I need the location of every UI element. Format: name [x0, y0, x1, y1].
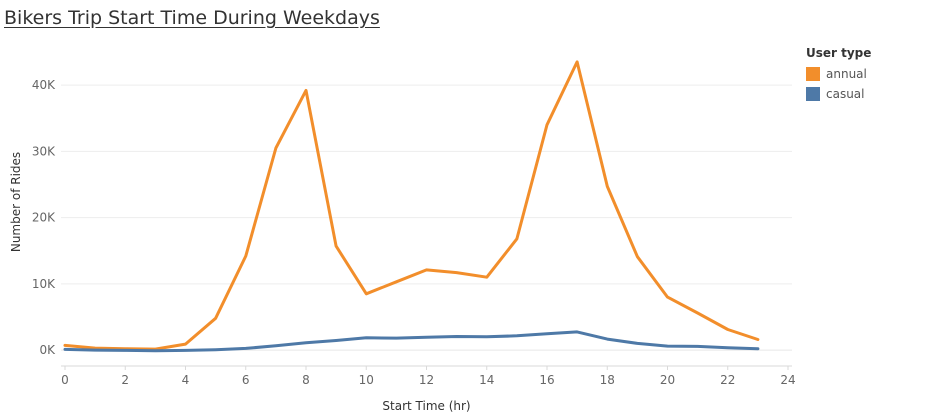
y-tick-label: 0K	[39, 343, 56, 357]
x-tick-label: 14	[479, 373, 494, 387]
series-line-annual	[63, 60, 760, 351]
y-tick-label: 30K	[32, 144, 56, 158]
x-tick-label: 8	[302, 373, 310, 387]
chart-title: Bikers Trip Start Time During Weekdays	[4, 7, 380, 29]
y-tick-label: 10K	[32, 277, 56, 291]
x-tick-label: 10	[359, 373, 374, 387]
x-tick-label: 22	[720, 373, 735, 387]
legend-swatch-annual	[806, 67, 820, 81]
axes	[61, 365, 792, 370]
legend-item-annual[interactable]: annual	[806, 64, 871, 84]
y-tick-label: 40K	[32, 78, 56, 92]
x-tick-label: 0	[61, 373, 69, 387]
x-axis-label: Start Time (hr)	[382, 399, 470, 413]
x-tick-label: 6	[242, 373, 250, 387]
series-lines	[63, 60, 760, 353]
x-tick-label: 18	[600, 373, 615, 387]
legend-label-casual: casual	[826, 87, 865, 101]
y-axis-label: Number of Rides	[9, 152, 23, 252]
legend-label-annual: annual	[826, 67, 867, 81]
gridlines	[61, 84, 792, 351]
legend-swatch-casual	[806, 87, 820, 101]
legend-item-casual[interactable]: casual	[806, 84, 871, 104]
y-tick-label: 20K	[32, 211, 56, 225]
legend-title: User type	[806, 46, 872, 60]
x-tick-label: 2	[121, 373, 129, 387]
x-tick-label: 24	[780, 373, 795, 387]
x-tick-label: 12	[419, 373, 434, 387]
x-tick-label: 16	[539, 373, 554, 387]
series-line-casual	[63, 330, 760, 353]
x-tick-label: 4	[182, 373, 190, 387]
x-tick-label: 20	[660, 373, 675, 387]
legend: User type annual casual	[806, 46, 871, 104]
